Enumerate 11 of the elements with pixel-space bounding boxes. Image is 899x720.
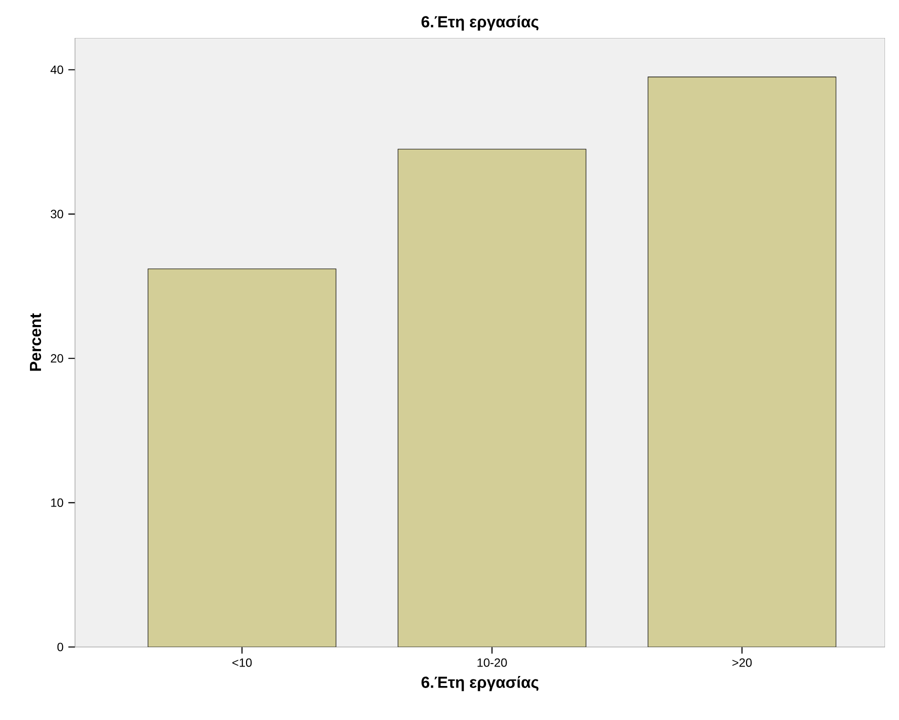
y-tick-label: 20 [50, 354, 64, 363]
y-tick-label: 30 [50, 210, 64, 218]
x-tick-label: 10-20 [478, 658, 507, 667]
x-tick-label: <10 [232, 658, 252, 667]
y-tick-label: 10 [51, 498, 64, 507]
x-axis-title: 6.Έτη εργασίας [422, 676, 538, 692]
y-tick-label: 40 [50, 65, 64, 74]
y-axis-title: Percent [30, 313, 42, 371]
y-tick-label: 0 [57, 642, 64, 652]
x-tick-label: >20 [732, 658, 752, 667]
chart-title: 6.Έτη εργασίας [422, 16, 538, 31]
